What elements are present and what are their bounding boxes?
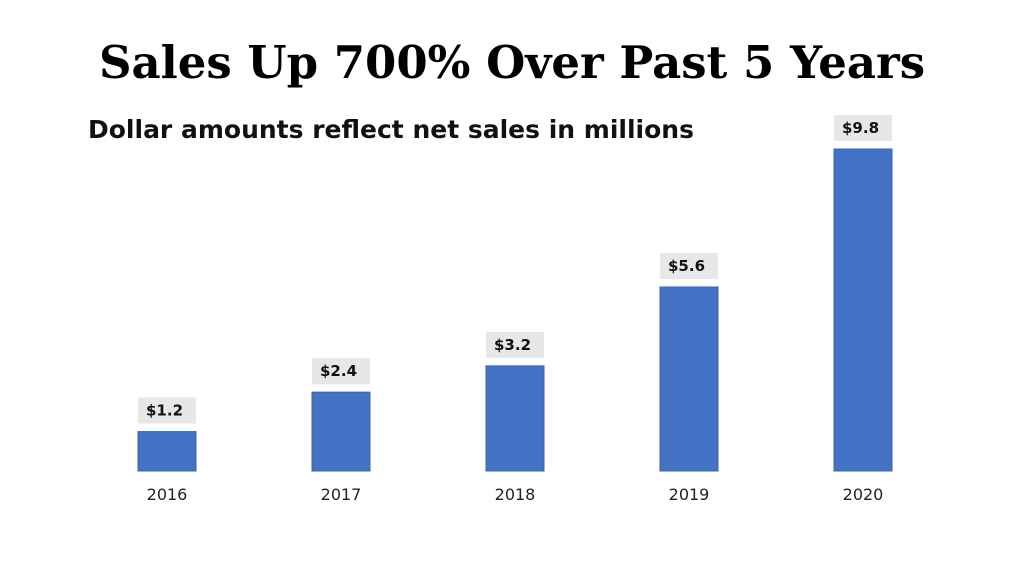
data-label-2016: $1.2	[146, 402, 183, 420]
data-label-background-2019	[660, 253, 718, 279]
bar-2018	[485, 365, 545, 472]
data-label-2020: $9.8	[842, 119, 879, 137]
x-tick-label-2020: 2020	[843, 485, 884, 504]
bar-2019	[659, 286, 719, 472]
chart-title: Sales Up 700% Over Past 5 Years	[98, 36, 926, 89]
bar-2017	[311, 391, 371, 472]
data-label-background-2020	[834, 115, 892, 141]
x-axis-ticks: 2016 2017 2018 2019 2020	[147, 485, 884, 504]
data-label-2018: $3.2	[494, 336, 531, 354]
chart-subtitle: Dollar amounts reflect net sales in mill…	[88, 115, 694, 144]
x-tick-label-2019: 2019	[669, 485, 710, 504]
data-label-background-2016	[138, 397, 196, 424]
data-labels-layer: $1.2 $2.4 $3.2 $5.6 $9.8	[138, 115, 892, 424]
data-label-background-2017	[312, 358, 370, 385]
data-label-background-2018	[486, 331, 544, 358]
x-tick-label-2016: 2016	[147, 485, 188, 504]
bars-layer	[137, 148, 893, 472]
data-label-2017: $2.4	[320, 362, 357, 380]
x-tick-label-2018: 2018	[495, 485, 536, 504]
x-tick-label-2017: 2017	[321, 485, 362, 504]
data-label-2019: $5.6	[668, 257, 705, 275]
bar-2020	[833, 148, 893, 472]
bar-2016	[137, 431, 197, 472]
